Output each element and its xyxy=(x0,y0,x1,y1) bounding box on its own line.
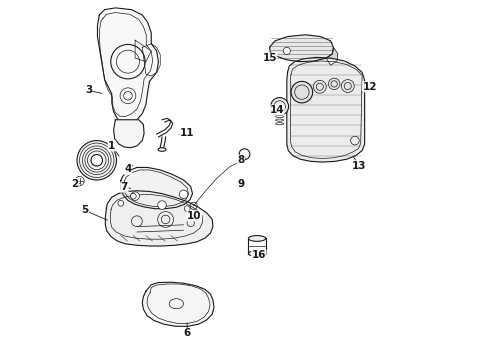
Text: 4: 4 xyxy=(124,164,131,174)
Text: 7: 7 xyxy=(121,182,128,192)
Circle shape xyxy=(328,78,339,90)
Text: 5: 5 xyxy=(81,206,88,216)
Polygon shape xyxy=(105,191,212,246)
Text: 6: 6 xyxy=(183,328,190,338)
Text: 1: 1 xyxy=(108,141,115,151)
Polygon shape xyxy=(121,167,192,209)
Text: 15: 15 xyxy=(262,53,276,63)
Text: 9: 9 xyxy=(237,179,244,189)
Circle shape xyxy=(195,215,201,221)
Circle shape xyxy=(130,193,136,199)
Text: 3: 3 xyxy=(85,85,92,95)
Text: 8: 8 xyxy=(237,155,244,165)
Circle shape xyxy=(179,190,187,199)
Circle shape xyxy=(290,81,312,103)
Circle shape xyxy=(313,80,325,93)
Text: 16: 16 xyxy=(251,250,265,260)
Text: 14: 14 xyxy=(269,105,284,115)
Circle shape xyxy=(91,154,102,166)
Circle shape xyxy=(270,98,288,116)
Circle shape xyxy=(184,206,190,212)
Circle shape xyxy=(118,201,123,206)
Polygon shape xyxy=(142,282,214,326)
Polygon shape xyxy=(325,47,337,65)
Ellipse shape xyxy=(158,148,165,151)
Polygon shape xyxy=(97,8,158,123)
Circle shape xyxy=(283,47,290,54)
Polygon shape xyxy=(286,57,364,162)
Text: 2: 2 xyxy=(71,179,79,189)
Circle shape xyxy=(158,201,166,210)
Text: 11: 11 xyxy=(180,129,194,138)
Circle shape xyxy=(341,80,353,93)
Circle shape xyxy=(131,192,139,201)
Text: 10: 10 xyxy=(187,211,201,221)
Text: 12: 12 xyxy=(362,82,377,92)
Ellipse shape xyxy=(248,251,265,256)
Polygon shape xyxy=(113,120,144,148)
Ellipse shape xyxy=(248,235,265,241)
Polygon shape xyxy=(269,35,333,62)
Text: 13: 13 xyxy=(351,161,366,171)
Circle shape xyxy=(77,140,116,180)
